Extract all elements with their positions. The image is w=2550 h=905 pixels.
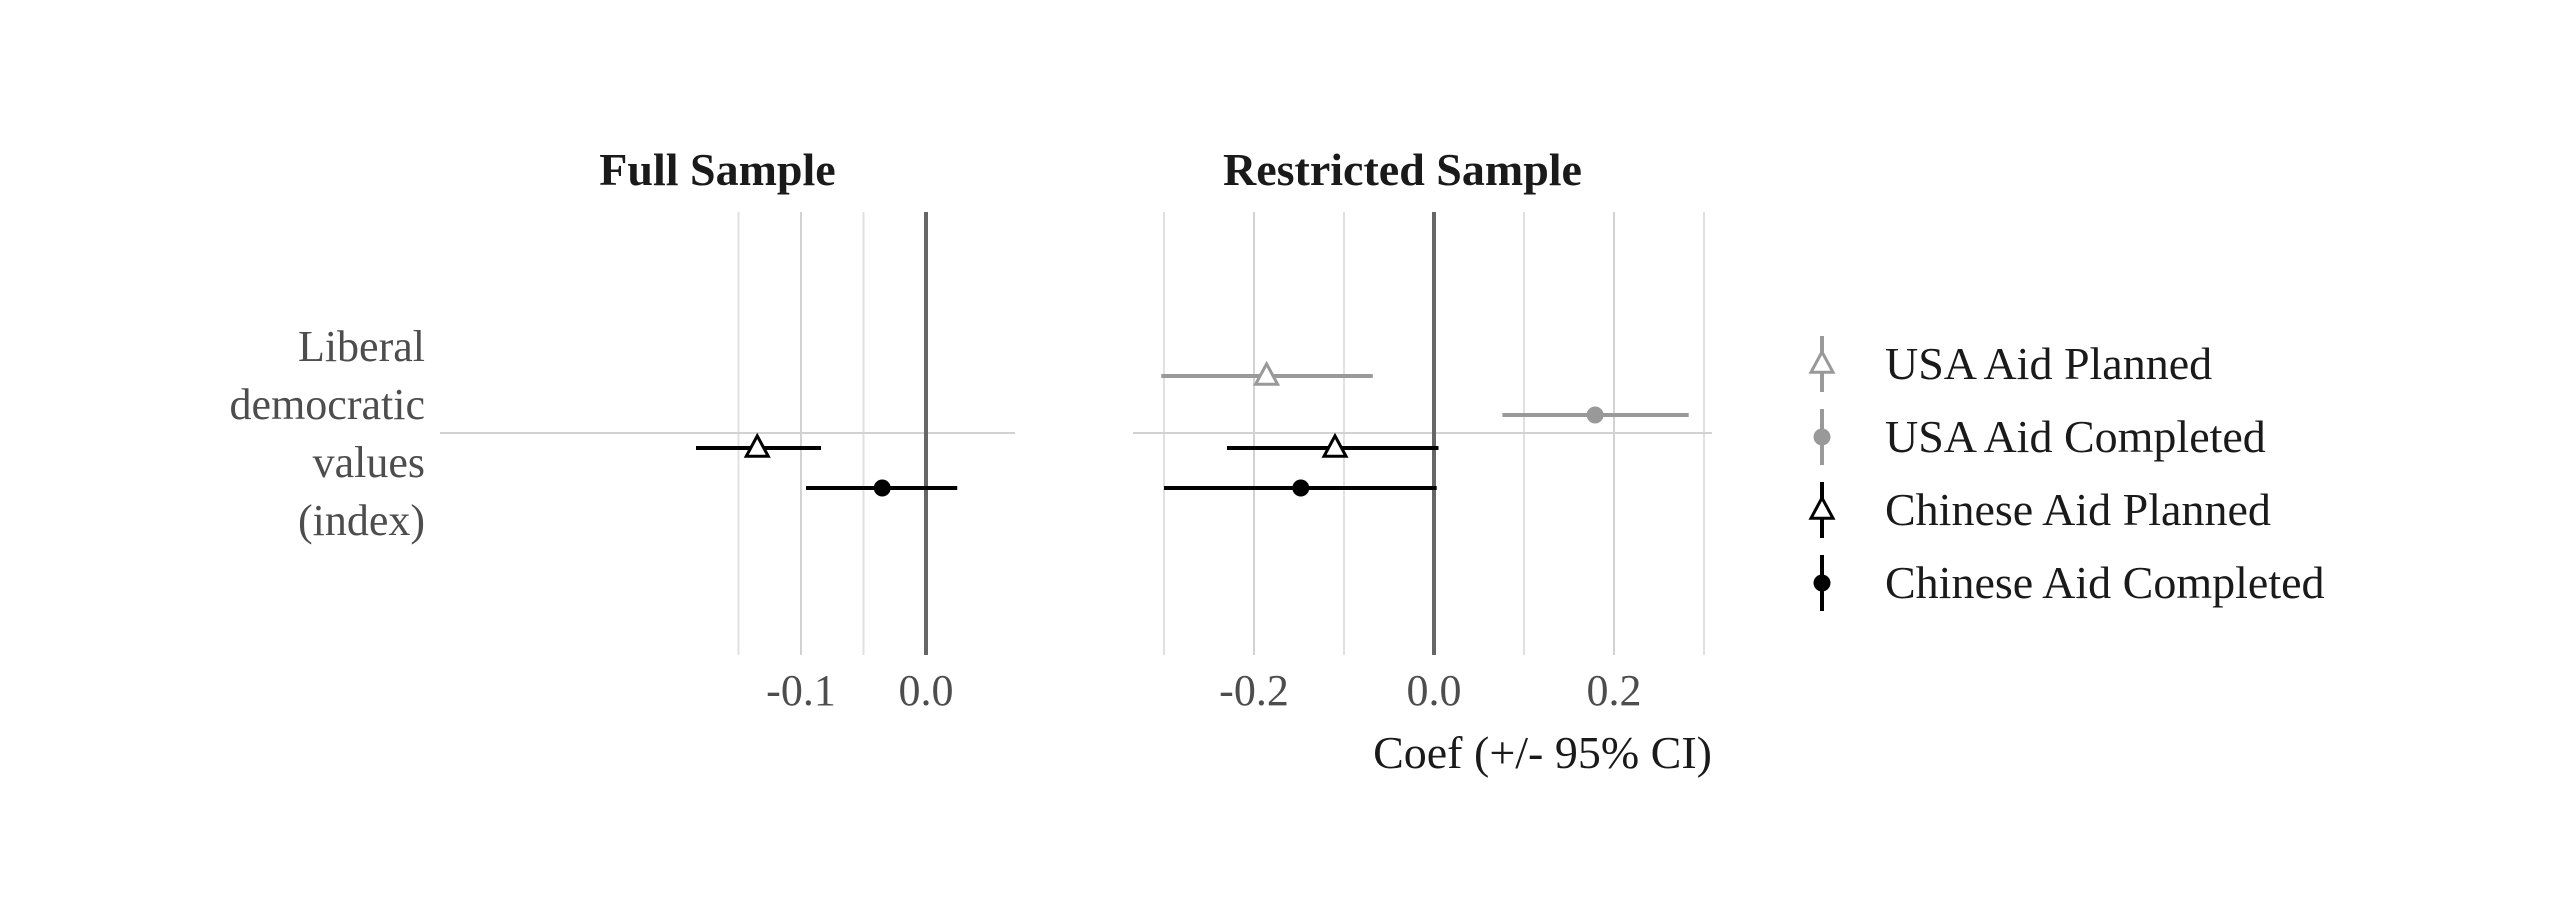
full-sample-tick-label-0-0: 0.0 — [899, 666, 954, 715]
y-category-label-line-0: Liberal — [298, 322, 425, 371]
restricted-sample-usa-aid-completed-point — [1586, 406, 1604, 424]
y-category-label-line-1: democratic — [230, 380, 425, 429]
restricted-sample-tick-label-0-2: 0.2 — [1587, 666, 1642, 715]
x-axis-title: Coef (+/- 95% CI) — [1373, 727, 1712, 778]
full-sample-chinese-aid-planned-point — [743, 432, 771, 458]
full-sample-panel-title: Full Sample — [599, 144, 835, 195]
legend-chinese-aid-completed-key-marker — [1813, 574, 1831, 592]
restricted-sample-chinese-aid-completed-point — [1292, 479, 1310, 497]
legend-usa-aid-completed-key-marker — [1813, 428, 1831, 446]
restricted-sample-tick-label-0-0: 0.0 — [1407, 666, 1462, 715]
legend-usa-aid-completed-label: USA Aid Completed — [1885, 411, 2266, 462]
restricted-sample-usa-aid-planned-point — [1253, 360, 1281, 386]
legend-usa-aid-planned-label: USA Aid Planned — [1885, 338, 2212, 389]
restricted-sample-chinese-aid-planned-point — [1321, 432, 1349, 458]
restricted-sample-tick-label-0-2: -0.2 — [1219, 666, 1289, 715]
legend-chinese-aid-planned-label: Chinese Aid Planned — [1885, 484, 2271, 535]
y-category-label-line-3: (index) — [298, 496, 425, 545]
full-sample-chinese-aid-completed-point — [873, 479, 891, 497]
legend-usa-aid-planned-key-marker — [1808, 348, 1836, 374]
full-sample-tick-label-0-1: -0.1 — [766, 666, 836, 715]
legend-chinese-aid-completed-label: Chinese Aid Completed — [1885, 557, 2325, 608]
y-category-label-line-2: values — [313, 438, 425, 487]
restricted-sample-panel-title: Restricted Sample — [1223, 144, 1582, 195]
legend-chinese-aid-planned-key-marker — [1808, 494, 1836, 520]
